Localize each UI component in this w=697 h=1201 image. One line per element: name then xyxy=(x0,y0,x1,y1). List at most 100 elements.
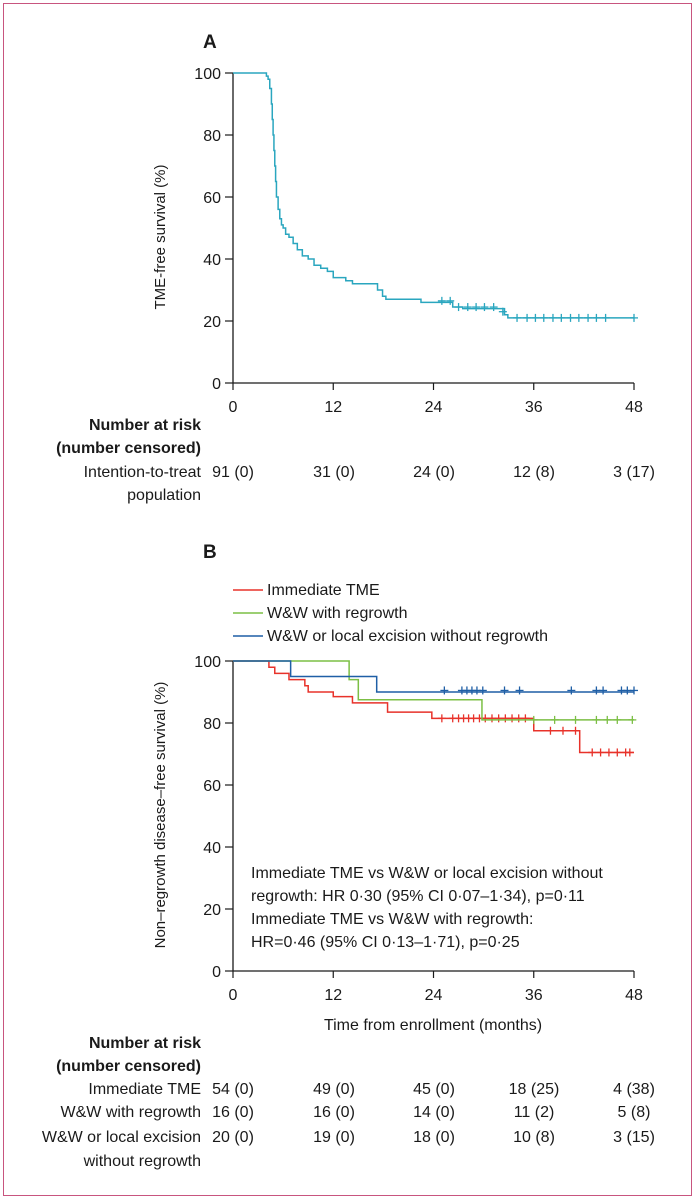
panel-a-ylabel: TME-free survival (%) xyxy=(152,164,169,309)
panel-b-series-2-line xyxy=(233,660,634,693)
panel-b-row-label-2: without regrowth xyxy=(83,1153,201,1170)
panel-a-y-tick-label: 100 xyxy=(194,66,221,83)
panel-a-series-0-censor-mark xyxy=(592,313,601,322)
hr-annotation-line: regrowth: HR 0·30 (95% CI 0·07–1·34), p=… xyxy=(251,888,585,905)
panel-a-y-tick-label: 0 xyxy=(212,376,221,393)
panel-b-x-tick-label: 36 xyxy=(525,987,543,1004)
panel-b-series-0-censor-mark xyxy=(546,726,555,735)
panel-b-series-0-censor-mark xyxy=(494,714,503,723)
panel-b-series-0-censor-mark xyxy=(558,726,567,735)
panel-a-y-tick-label: 60 xyxy=(203,190,221,207)
legend-label-ww-regrowth: W&W with regrowth xyxy=(267,605,407,622)
panel-b-letter: B xyxy=(203,542,217,563)
panel-b-risk-cell: 10 (8) xyxy=(513,1129,555,1146)
panel-b-risk-cell: 19 (0) xyxy=(313,1129,355,1146)
panel-a-series-0-censor-mark xyxy=(513,313,522,322)
panel-b-ylabel: Non–regrowth disease–free survival (%) xyxy=(152,682,169,949)
panel-a-x-tick-label: 36 xyxy=(525,399,543,416)
panel-b-row-label: W&W with regrowth xyxy=(61,1104,201,1121)
panel-a-risk-cell: 31 (0) xyxy=(313,464,355,481)
panel-a-series-0-censor-mark xyxy=(601,313,610,322)
legend: Immediate TME W&W with regrowth W&W or l… xyxy=(233,582,548,645)
panel-b-risk-cell: 3 (15) xyxy=(613,1129,655,1146)
panel-a-series-0-censor-mark xyxy=(463,303,472,312)
panel-a-series-0-censor-mark xyxy=(531,313,540,322)
panel-b-risk-subtitle: (number censored) xyxy=(56,1058,201,1075)
panel-b-series-0-censor-mark xyxy=(521,714,530,723)
panel-a-series-0-censor-mark xyxy=(557,313,566,322)
panel-a-y-tick-label: 20 xyxy=(203,314,221,331)
panel-a-risk-title: Number at risk xyxy=(89,417,201,434)
panel-a-x-tick-label: 0 xyxy=(229,399,238,416)
panel-b-series-0-censor-mark xyxy=(514,714,523,723)
panel-b-series-0-censor-mark xyxy=(588,748,597,757)
panel-b-series-0-censor-mark xyxy=(625,748,634,757)
panel-b-series-0-censor-mark xyxy=(501,714,510,723)
panel-b-series-1-censor-mark xyxy=(571,715,580,724)
panel-b-risk-cell: 54 (0) xyxy=(212,1081,254,1098)
panel-b-risk-cell: 20 (0) xyxy=(212,1129,254,1146)
panel-b-risk-cell: 16 (0) xyxy=(212,1104,254,1121)
panel-b-risk-cell: 18 (0) xyxy=(413,1129,455,1146)
panel-b-series-2-censor-mark xyxy=(592,686,601,695)
panel-a-series-0-line xyxy=(233,72,634,319)
hr-annotation-line: Immediate TME vs W&W with regrowth: xyxy=(251,911,533,928)
panel-a-series-0-censor-mark xyxy=(539,313,548,322)
panel-b-y-tick-label: 20 xyxy=(203,902,221,919)
hr-annotation-line: HR=0·46 (95% CI 0·13–1·71), p=0·25 xyxy=(251,934,520,951)
panel-b-risk-cell: 5 (8) xyxy=(618,1104,651,1121)
panel-a-plot: 0 20 40 60 80 100 0 12 24 36 48 xyxy=(194,66,643,416)
hr-annotation-line: Immediate TME vs W&W or local excision w… xyxy=(251,865,603,882)
panel-b-series-0-censor-mark xyxy=(604,748,613,757)
panel-a-series-0-censor-mark xyxy=(472,303,481,312)
panel-b-series-2-censor-mark xyxy=(478,686,487,695)
panel-b-series-2-censor-mark xyxy=(623,686,632,695)
panel-a-risk-cell: 3 (17) xyxy=(613,464,655,481)
panel-a-y-tick-label: 80 xyxy=(203,128,221,145)
panel-b-series-2-censor-mark xyxy=(567,686,576,695)
panel-a-series-0-censor-mark xyxy=(446,296,455,305)
panel-b-risk-cell: 11 (2) xyxy=(514,1104,555,1121)
panel-b-y-tick-label: 0 xyxy=(212,964,221,981)
panel-b-plot: 0 20 40 60 80 100 0 12 24 36 48 xyxy=(194,654,643,1004)
legend-label-ww-no-regrowth: W&W or local excision without regrowth xyxy=(267,628,548,645)
panel-a-series-0-censor-mark xyxy=(574,313,583,322)
panel-b-risk-cell: 14 (0) xyxy=(413,1104,455,1121)
panel-b-x-tick-label: 48 xyxy=(625,987,643,1004)
panel-a-series-0-censor-mark xyxy=(548,313,557,322)
panel-b-series-0-censor-mark xyxy=(596,748,605,757)
panel-a-letter: A xyxy=(203,32,217,53)
panel-b-series-1-censor-mark xyxy=(592,715,601,724)
panel-b-series-2-censor-mark xyxy=(599,686,608,695)
panel-a-series-0-censor-mark xyxy=(523,313,532,322)
panel-b-series-1-censor-mark xyxy=(529,715,538,724)
panel-a-series-0-censor-mark xyxy=(480,303,489,312)
panel-b-series-2-censor-mark xyxy=(515,686,524,695)
panel-b-y-tick-label: 100 xyxy=(194,654,221,671)
panel-a-x-tick-label: 12 xyxy=(324,399,342,416)
panel-b-y-tick-label: 80 xyxy=(203,716,221,733)
panel-a-row-label: Intention-to-treat xyxy=(84,464,202,481)
panel-b-xlabel: Time from enrollment (months) xyxy=(324,1017,542,1034)
panel-a-series-0-censor-mark xyxy=(630,313,638,322)
panel-b-y-tick-label: 40 xyxy=(203,840,221,857)
panel-b-series-1-censor-mark xyxy=(603,715,612,724)
panel-a-series-0-censor-mark xyxy=(584,313,593,322)
panel-a-series-0-censor-mark xyxy=(498,307,507,316)
panel-b-series-0-censor-mark xyxy=(437,714,446,723)
panel-b-series-1-censor-mark xyxy=(613,715,622,724)
panel-a-series-0-censor-mark xyxy=(437,296,446,305)
panel-b-series-0-censor-mark xyxy=(487,714,496,723)
figure-frame xyxy=(3,3,692,1196)
panel-b-x-tick-label: 0 xyxy=(229,987,238,1004)
panel-b-series-2-censor-mark xyxy=(440,686,449,695)
panel-a-series-0-censor-mark xyxy=(489,303,498,312)
panel-b-risk-cell: 18 (25) xyxy=(509,1081,560,1098)
panel-a-x-tick-label: 24 xyxy=(425,399,443,416)
panel-b-risk-cell: 16 (0) xyxy=(313,1104,355,1121)
panel-a-row-label-2: population xyxy=(127,487,201,504)
panel-b-series-0-censor-mark xyxy=(508,714,517,723)
panel-b-risk-cell: 45 (0) xyxy=(413,1081,455,1098)
panel-b-row-label: Immediate TME xyxy=(88,1081,201,1098)
panel-a-risk-cell: 91 (0) xyxy=(212,464,254,481)
